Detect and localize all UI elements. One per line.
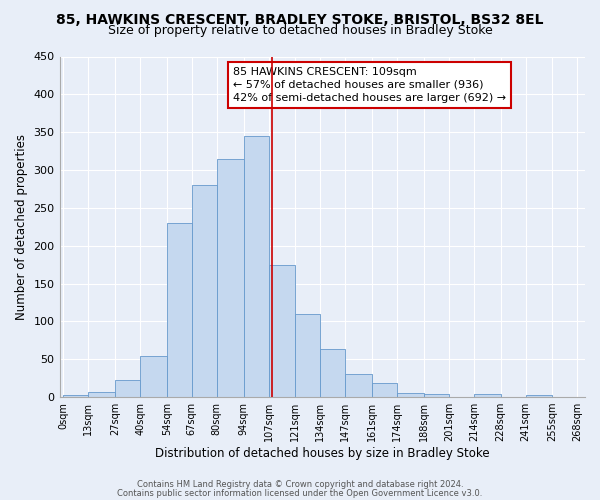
Bar [397,392,424,397]
X-axis label: Distribution of detached houses by size in Bradley Stoke: Distribution of detached houses by size … [155,447,490,460]
Bar [140,356,167,397]
Bar [192,185,217,397]
Bar [269,264,295,397]
Bar [64,395,88,397]
Bar [115,380,140,397]
Bar [295,314,320,397]
Text: Size of property relative to detached houses in Bradley Stoke: Size of property relative to detached ho… [107,24,493,37]
Text: 85, HAWKINS CRESCENT, BRADLEY STOKE, BRISTOL, BS32 8EL: 85, HAWKINS CRESCENT, BRADLEY STOKE, BRI… [56,12,544,26]
Bar [88,392,115,397]
Bar [320,350,345,397]
Bar [244,136,269,397]
Text: Contains HM Land Registry data © Crown copyright and database right 2024.: Contains HM Land Registry data © Crown c… [137,480,463,489]
Bar [372,382,397,397]
Text: Contains public sector information licensed under the Open Government Licence v3: Contains public sector information licen… [118,488,482,498]
Bar [345,374,372,397]
Bar [167,223,192,397]
Bar [474,394,500,397]
Text: 85 HAWKINS CRESCENT: 109sqm
← 57% of detached houses are smaller (936)
42% of se: 85 HAWKINS CRESCENT: 109sqm ← 57% of det… [233,66,506,103]
Bar [424,394,449,397]
Bar [526,395,553,397]
Y-axis label: Number of detached properties: Number of detached properties [15,134,28,320]
Bar [217,158,244,397]
